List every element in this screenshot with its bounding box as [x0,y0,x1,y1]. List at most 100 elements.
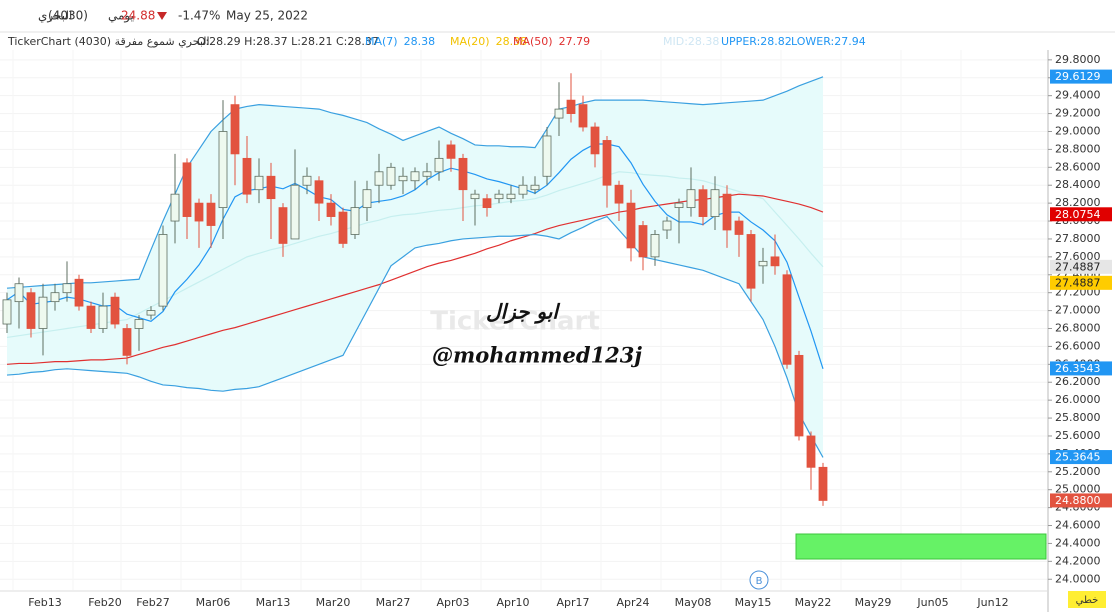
candle-body [266,175,276,200]
x-tick-label: Mar13 [256,596,291,609]
y-tick-label: 24.4000 [1055,536,1101,549]
price-tag [1050,207,1112,222]
event-marker-label: B [756,576,763,587]
candle-body [590,126,600,155]
candle-body [770,256,780,267]
candle-body [290,184,300,240]
price-tag [1050,69,1112,84]
x-tick-label: May29 [855,596,892,609]
x-tick-label: May22 [795,596,832,609]
candle-body [182,162,192,217]
candle-body [146,310,156,316]
candle-body [542,135,552,177]
candle-body [314,180,324,204]
candle-body [302,175,312,186]
candle-body [386,166,396,186]
candle-body [722,193,732,231]
candle-body [206,202,216,226]
y-tick-label: 29.4000 [1055,89,1101,102]
price-tag-label: 29.6129 [1055,70,1101,83]
candle-body [554,108,564,119]
candle-body [506,193,516,200]
y-tick-label: 26.0000 [1055,393,1101,406]
candle-body [110,296,120,325]
price-tag-label: 24.8800 [1055,494,1101,507]
candle-body [806,435,816,468]
candle-body [758,260,768,267]
y-tick-label: 25.0000 [1055,483,1101,496]
candle-body [62,283,72,294]
candle-body [158,234,168,307]
price-tag-label: 28.0754 [1055,208,1101,221]
candle-body [470,193,480,200]
legend-value: 28.38 [496,35,528,48]
price-tag-label: 27.4887 [1055,260,1101,273]
candle-body [242,157,252,195]
y-tick-label: 27.6000 [1055,250,1101,263]
candle-body [674,202,684,209]
event-marker[interactable] [749,570,769,590]
candle-body [434,157,444,173]
y-tick-label: 26.6000 [1055,339,1101,352]
price-tag [1050,493,1112,508]
legend-name: MA(20) [450,35,490,48]
legend-value: 28.38 [404,35,436,48]
candle-body [746,234,756,289]
candle-body [278,207,288,244]
candle-body [446,144,456,159]
candle-body [422,171,432,177]
candle-body [38,296,48,329]
top-bar [0,0,1115,32]
x-tick-label: Jun05 [916,596,948,609]
candle-body [650,234,660,258]
x-tick-label: Apr17 [556,596,589,609]
candle-body [494,193,504,200]
x-tick-label: Mar27 [376,596,411,609]
x-tick-label: Apr10 [496,596,529,609]
y-tick-label: 25.2000 [1055,465,1101,478]
y-tick-label: 28.6000 [1055,160,1101,173]
y-tick-label: 28.8000 [1055,142,1101,155]
indicator-line [6,171,824,339]
candle-body [14,283,24,303]
candle-body [710,189,720,217]
indicator-line [6,76,824,289]
x-tick-label: Mar20 [316,596,351,609]
candle-body [326,202,336,217]
legend-name: MA(7) [365,35,398,48]
last-price: 24.88 [121,9,155,23]
candle-body [566,99,576,114]
y-tick-label: 24.2000 [1055,554,1101,567]
legend-ohlc: O:28.29 H:28.37 L:28.21 C:28.37 [197,35,379,48]
y-tick-label: 25.6000 [1055,429,1101,442]
y-tick-label: 24.6000 [1055,519,1101,532]
y-tick-label: 25.8000 [1055,411,1101,424]
signature: ابو جزال [486,300,560,325]
candle-body [122,328,132,356]
candle-body [614,184,624,204]
scale-mode-box[interactable] [1068,591,1106,608]
x-tick-label: Mar06 [196,596,231,609]
y-tick-label: 29.2000 [1055,107,1101,120]
candle-body [26,292,36,329]
price-tag [1050,450,1112,465]
candle-body [170,193,180,222]
down-arrow [157,12,167,20]
stock-code: (4030) [48,9,88,23]
candle-body [338,211,348,244]
candle-body [734,220,744,235]
candle-body [50,292,60,303]
candle-body [398,175,408,182]
candle-body [602,140,612,186]
candle-body [2,299,12,325]
candle-body [410,171,420,182]
legend-name: LOWER:27.94 [791,35,866,48]
candle-body [230,104,240,155]
legend-name: UPPER:28.82 [721,35,792,48]
candle-body [530,184,540,191]
candle-body [362,189,372,209]
legend-name: MID:28.38 [663,35,719,48]
price-tag-label: 26.3543 [1055,362,1101,375]
candle-body [350,207,360,235]
plot [0,50,1048,590]
